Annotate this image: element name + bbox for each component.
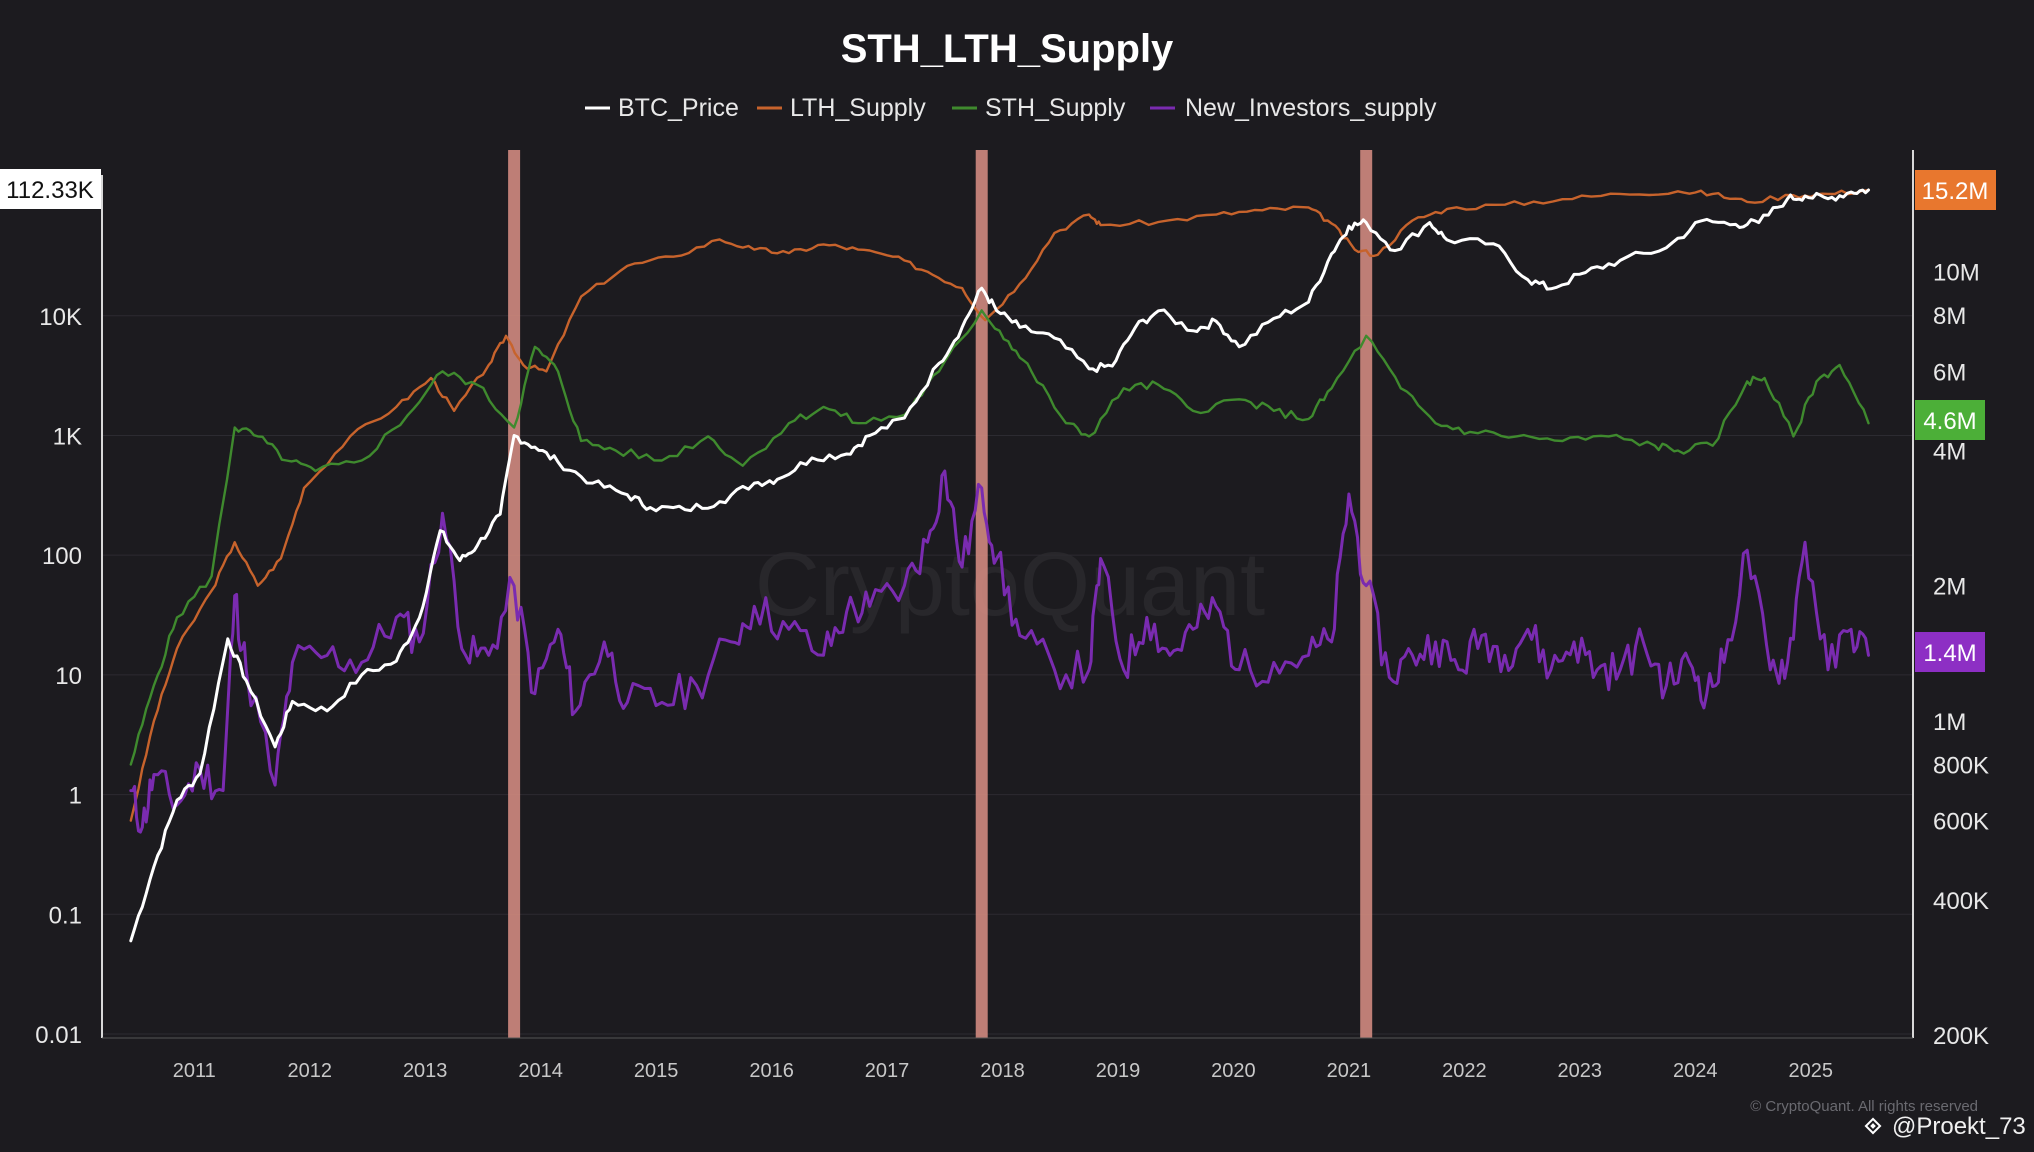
user-handle: @Proekt_73 xyxy=(1892,1113,2026,1140)
left-tick-label: 0.01 xyxy=(35,1022,82,1049)
x-tick-label: 2016 xyxy=(749,1060,794,1082)
chart-title: STH_LTH_Supply xyxy=(841,27,1174,71)
new-investors-badge-value: 1.4M xyxy=(1923,640,1976,667)
series-line-btc-price xyxy=(129,188,1870,943)
x-tick-label: 2015 xyxy=(634,1060,679,1082)
legend-item-btc-price: BTC_Price xyxy=(618,94,739,122)
sth-supply-badge: 4.6M xyxy=(1915,400,1985,440)
x-tick-label: 2023 xyxy=(1558,1060,1603,1082)
copyright-text: © CryptoQuant. All rights reserved xyxy=(1750,1098,1978,1115)
x-tick-label: 2011 xyxy=(173,1060,216,1082)
right-tick-label: 8M xyxy=(1933,303,1966,330)
lth-supply-badge-value: 15.2M xyxy=(1922,178,1989,205)
user-tag: @Proekt_73 xyxy=(1864,1113,2026,1140)
series-line-lth-supply xyxy=(129,188,1870,822)
series-line-new-investors-supply xyxy=(129,469,1870,834)
right-y-axis: 10M 8M 6M 4M 2M 1M 800K 600K 400K 200K xyxy=(1933,260,1989,1050)
x-tick-label: 2022 xyxy=(1442,1060,1487,1082)
legend: BTC_Price LTH_Supply STH_Supply New_Inve… xyxy=(585,94,1437,122)
right-tick-label: 4M xyxy=(1933,438,1966,465)
grid xyxy=(102,315,1913,1035)
x-tick-label: 2021 xyxy=(1327,1060,1372,1082)
x-tick-label: 2018 xyxy=(980,1060,1025,1082)
series-line-sth-supply xyxy=(129,309,1870,766)
x-tick-label: 2013 xyxy=(403,1060,448,1082)
vertical-marker-1 xyxy=(975,150,988,1038)
x-tick-label: 2014 xyxy=(518,1060,563,1082)
legend-item-new-investors: New_Investors_supply xyxy=(1185,94,1437,122)
binance-icon xyxy=(1864,1117,1882,1135)
right-tick-label: 200K xyxy=(1933,1023,1989,1050)
x-tick-label: 2017 xyxy=(865,1060,910,1082)
right-tick-label: 800K xyxy=(1933,753,1989,780)
vertical-marker-2 xyxy=(1360,150,1373,1038)
right-tick-label: 10M xyxy=(1933,260,1980,287)
new-investors-badge: 1.4M xyxy=(1915,632,1985,672)
legend-item-lth-supply: LTH_Supply xyxy=(790,94,926,122)
left-tick-label: 100 xyxy=(42,543,82,570)
watermark: CryptoQuant xyxy=(755,535,1265,635)
left-tick-label: 0.1 xyxy=(49,902,82,929)
legend-item-sth-supply: STH_Supply xyxy=(985,94,1126,122)
current-price-value: 112.33K xyxy=(6,177,94,204)
right-tick-label: 6M xyxy=(1933,359,1966,386)
x-tick-label: 2012 xyxy=(287,1060,332,1082)
right-tick-label: 1M xyxy=(1933,709,1966,736)
x-axis: 2011 2012 2013 2014 2015 2016 2017 2018 2019 2020… xyxy=(173,1060,1833,1082)
x-tick-label: 2020 xyxy=(1211,1060,1256,1082)
x-tick-label: 2025 xyxy=(1788,1060,1833,1082)
left-tick-label: 10K xyxy=(39,304,82,331)
sth-supply-badge-value: 4.6M xyxy=(1923,408,1976,435)
left-y-axis: 10K 1K 100 10 1 0.1 0.01 xyxy=(35,304,82,1049)
x-tick-label: 2019 xyxy=(1096,1060,1141,1082)
right-tick-label: 400K xyxy=(1933,888,1989,915)
left-tick-label: 1 xyxy=(69,783,82,810)
series-layer xyxy=(129,188,1870,943)
right-tick-label: 600K xyxy=(1933,809,1989,836)
lth-supply-badge: 15.2M xyxy=(1915,170,1996,210)
right-tick-label: 2M xyxy=(1933,574,1966,601)
x-tick-label: 2024 xyxy=(1673,1060,1718,1082)
left-tick-label: 1K xyxy=(53,423,82,450)
left-tick-label: 10 xyxy=(55,663,82,690)
current-price-label: 112.33K xyxy=(0,169,101,209)
